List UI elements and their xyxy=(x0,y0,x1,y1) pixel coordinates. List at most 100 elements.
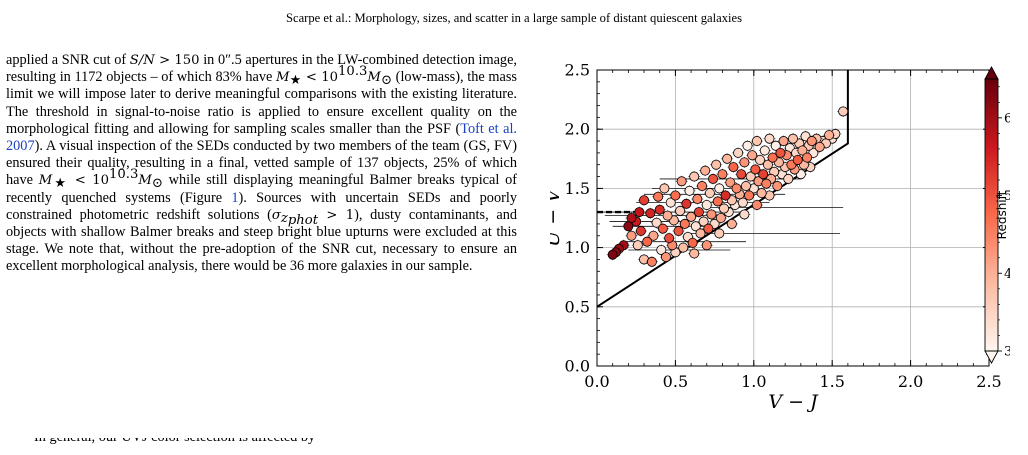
data-point xyxy=(759,145,770,156)
text-run: ), dusty contaminants, and objects with … xyxy=(6,206,517,275)
snr-symbol: S/N xyxy=(129,53,155,68)
data-point xyxy=(742,140,753,151)
colorbar-tick-label: 4 xyxy=(1004,267,1010,282)
x-tick-label: 1.0 xyxy=(741,372,766,391)
colorbar-tick-label: 3 xyxy=(1004,345,1010,360)
data-point xyxy=(686,211,697,222)
colorbar-extend-bottom xyxy=(984,350,999,364)
data-point xyxy=(689,171,700,182)
data-point xyxy=(775,147,786,158)
x-tick-label: 2.5 xyxy=(976,372,1001,391)
data-point xyxy=(654,204,665,215)
sigma-symbol: σ xyxy=(271,207,281,223)
data-point xyxy=(676,176,687,187)
data-point xyxy=(632,240,643,251)
data-point xyxy=(701,240,712,251)
data-point xyxy=(787,133,798,144)
data-point xyxy=(675,205,686,216)
z-symbol: z xyxy=(280,210,288,226)
data-point xyxy=(659,183,670,194)
data-point xyxy=(770,140,781,151)
data-point xyxy=(711,159,722,170)
data-point xyxy=(719,203,730,214)
data-point xyxy=(698,216,709,227)
data-point xyxy=(717,169,728,180)
uvj-diagram: 0.0 0.5 1.0 1.5 2.0 2.5 0.0 0.5 1.0 1.5 2.0 2.5 V −… xyxy=(550,61,1010,414)
data-point xyxy=(665,197,676,208)
sigma-threshold: > 1 xyxy=(318,207,355,223)
figure-link[interactable]: 1 xyxy=(231,189,239,206)
data-point xyxy=(657,223,668,234)
data-point xyxy=(838,106,849,117)
data-point xyxy=(639,195,650,206)
data-point xyxy=(684,185,695,196)
data-point xyxy=(756,188,767,199)
data-point xyxy=(740,181,751,192)
citation-link[interactable]: Toft et al. 2007 xyxy=(6,120,517,155)
data-point xyxy=(739,209,750,220)
data-point xyxy=(700,165,711,176)
y-axis-label: U − V xyxy=(550,187,564,247)
data-point xyxy=(673,226,684,237)
data-point xyxy=(814,141,825,152)
data-point xyxy=(634,207,645,218)
colorbar-label: Redshift xyxy=(995,190,1009,239)
body-paragraph: applied a SNR cut of S/N > 150 in 0″.5 a… xyxy=(6,52,517,276)
data-point xyxy=(767,152,778,163)
data-point xyxy=(701,199,712,210)
snr-threshold: > 150 xyxy=(154,53,200,68)
data-point xyxy=(797,145,808,156)
data-point xyxy=(726,218,737,229)
data-point xyxy=(725,177,736,188)
data-points xyxy=(606,105,850,268)
x-axis-label: V − J xyxy=(768,391,819,413)
data-point xyxy=(750,164,761,175)
data-point xyxy=(824,130,835,141)
y-tick-label: 2.5 xyxy=(565,61,590,80)
data-point xyxy=(731,183,742,194)
data-point xyxy=(693,207,704,218)
mass-symbol: M xyxy=(38,173,53,189)
data-point xyxy=(715,212,726,223)
data-point xyxy=(802,152,813,163)
data-point xyxy=(714,183,725,194)
text-run: applied a SNR cut of xyxy=(6,52,130,68)
data-point xyxy=(728,162,739,173)
data-point xyxy=(681,198,692,209)
data-point xyxy=(687,237,698,248)
data-point xyxy=(706,209,717,220)
sun-subscript: ⊙ xyxy=(380,73,392,89)
data-point xyxy=(704,188,715,199)
y-tick-label: 1.5 xyxy=(565,179,590,198)
data-point xyxy=(739,157,750,168)
data-point xyxy=(656,244,667,255)
data-point xyxy=(733,147,744,158)
data-point xyxy=(646,256,657,267)
data-point xyxy=(678,242,689,253)
data-point xyxy=(751,199,762,210)
mass-symbol: M xyxy=(276,70,290,86)
mass-exponent: 10.3 xyxy=(108,167,139,183)
data-point xyxy=(679,218,690,229)
text-run: while still displaying meaningful Balmer… xyxy=(6,172,517,206)
data-point xyxy=(806,136,817,147)
colorbar: 3 4 5 6 xyxy=(984,66,1010,364)
data-point xyxy=(670,190,681,201)
data-point xyxy=(762,159,773,170)
x-tick-label: 1.5 xyxy=(819,372,844,391)
data-point xyxy=(744,190,755,201)
data-point xyxy=(692,194,703,205)
data-point xyxy=(651,217,662,228)
data-point xyxy=(626,230,637,241)
data-point xyxy=(755,154,766,165)
data-point xyxy=(761,178,772,189)
data-point xyxy=(662,210,673,221)
data-point xyxy=(635,226,646,237)
truncated-line: In general, our UVJ color selection is a… xyxy=(6,438,517,455)
data-point xyxy=(751,136,762,147)
x-tick-label: 0.5 xyxy=(663,372,688,391)
data-point xyxy=(747,150,758,161)
data-point xyxy=(736,169,747,180)
data-point xyxy=(697,181,708,192)
data-point xyxy=(783,173,794,184)
